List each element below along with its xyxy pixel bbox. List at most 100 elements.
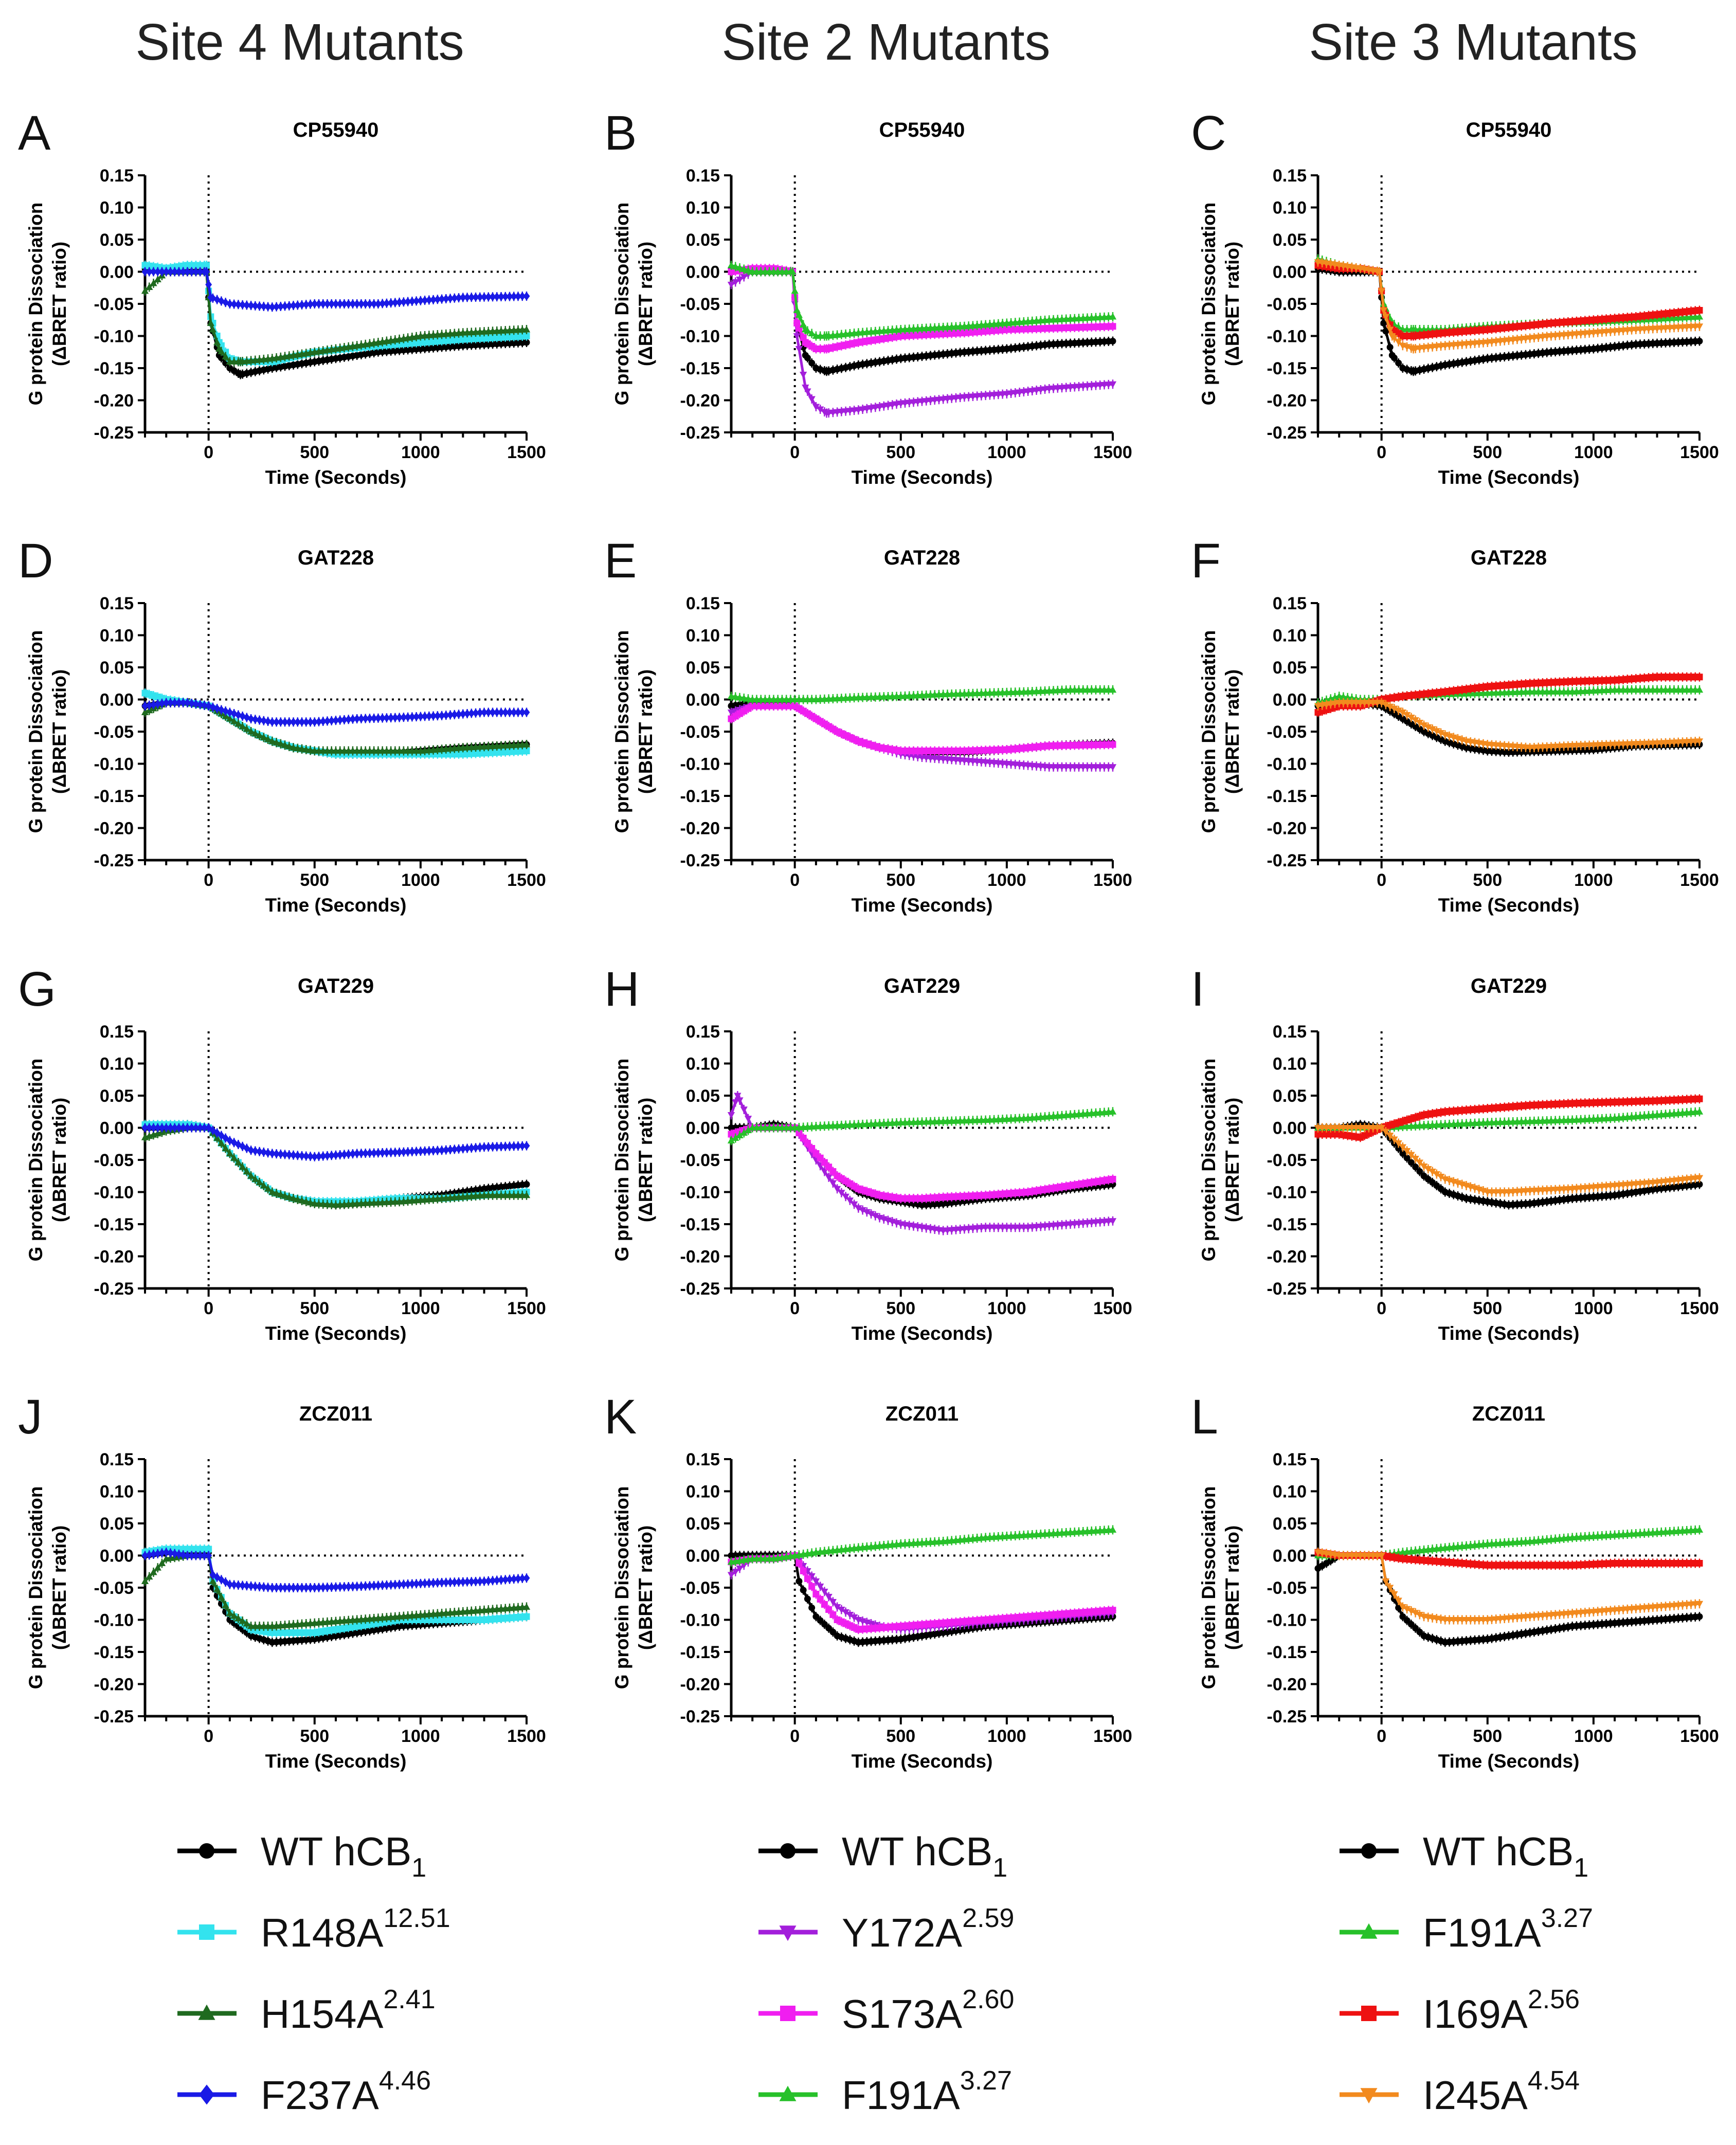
panel-b-y-tick-label: 0.05 [686, 230, 720, 250]
panel-d-series-h154a-point [141, 708, 149, 716]
panel-c-series-wt-point [1390, 354, 1398, 361]
panel-g-y-tick-label: 0.15 [100, 1022, 134, 1042]
panel-a-series-f237a-point [162, 267, 170, 276]
panel-d-series-h154a-point [260, 733, 267, 740]
panel-b-series-f191a-point [789, 268, 797, 275]
panel-c-series-f191a-point [1695, 313, 1704, 320]
panel-c-x-tick-label: 1000 [1574, 443, 1613, 462]
panel-e-series-s173a [728, 701, 1116, 756]
panel-d-series-f237a-point [150, 700, 157, 709]
panel-e-y-tick-label: -0.25 [680, 851, 720, 870]
panel-c-y-tick-label: -0.25 [1267, 423, 1307, 443]
panel-c-x-tick-label: 500 [1473, 443, 1502, 462]
panel-d-series-f237a-point [264, 717, 272, 726]
panel-g-title: GAT229 [298, 975, 374, 997]
panel-b-y-tick-label: 0.00 [686, 263, 720, 282]
panel-a-series-f237a-point [442, 294, 449, 303]
panel-d-series-f237a-point [260, 716, 267, 725]
panel-a-series-h154a-point [213, 338, 221, 346]
panel-f-x-tick-label: 500 [1473, 870, 1502, 890]
panel-b-x-tick-label: 1000 [987, 443, 1026, 462]
panel-f-y-tick-label: -0.25 [1267, 851, 1307, 870]
panel-b-series-f191a-point [727, 261, 735, 268]
panel-b-y-tick-label: 0.15 [686, 166, 720, 186]
panel-b-series-f191a-point [791, 287, 799, 294]
panel-b-y-tick-label: -0.05 [680, 295, 720, 314]
panel-a-series-f237a-point [167, 267, 174, 276]
panel-b-series-y172a-point [740, 274, 748, 281]
panel-c-series-i245a-point [1382, 314, 1390, 321]
panel-f-x-tick-label: 1500 [1680, 870, 1719, 890]
panel-a-y-axis-label: G protein Dissociation (ΔBRET ratio) [25, 203, 70, 406]
panel-c-series-wt-point [1696, 338, 1703, 344]
panel-d-series-h154a-point [273, 738, 280, 746]
panel-b-y-label-line1: G protein Dissociation [611, 203, 632, 406]
panel-b-series-y172a-point [812, 404, 820, 411]
panel-d-y-tick-label: 0.05 [100, 658, 134, 678]
panel-a-series-f237a-point [203, 267, 210, 276]
panel-b-title: CP55940 [879, 119, 965, 141]
panel-e-y-axis-label: G protein Dissociation (ΔBRET ratio) [611, 630, 656, 833]
panel-b-series-f191a-point [740, 265, 748, 272]
panel-b-series-y172a-point [1109, 381, 1117, 388]
panel-b-series-y172a-point [802, 384, 809, 391]
panel-a-series-h154a-point [218, 348, 225, 355]
panel-d-series-f237a-point [294, 717, 301, 726]
panel-e-x-tick-label: 1500 [1093, 870, 1132, 890]
panel-d-series-f237a-point [277, 717, 284, 726]
panel-d-x-tick-label: 0 [204, 870, 213, 890]
panel-d-series-f237a-point [251, 715, 259, 724]
panel-a-series-f237a [141, 267, 530, 312]
panel-d-series-f237a-point [171, 698, 178, 707]
panel-d-y-tick-label: -0.15 [94, 787, 134, 806]
panel-a-series-f237a-point [290, 301, 297, 310]
panel-d-y-tick-label: 0.15 [100, 594, 134, 613]
panel-c-x-tick-label: 1500 [1680, 443, 1719, 462]
panel-e-x-tick-label: 0 [790, 870, 800, 890]
panel-d: D GAT228 G protein Dissociation (ΔBRET rati… [18, 534, 546, 916]
panel-e-x-tick-label: 1000 [987, 870, 1026, 890]
panel-b-y-label-line2: (ΔBRET ratio) [635, 242, 656, 366]
panel-a-series-f237a-point [481, 293, 488, 302]
panel-b-y-tick-label: -0.25 [680, 423, 720, 443]
panel-a-title: CP55940 [293, 119, 379, 141]
panel-d-series-f237a-point [167, 698, 174, 707]
panel-a-series-f237a-point [459, 293, 466, 302]
panel-b-series-y172a-point [804, 388, 811, 395]
panel-e-series-f191a [727, 685, 1117, 704]
panel-d-series-f237a-point [523, 708, 530, 717]
panel-e-y-tick-label: -0.05 [680, 722, 720, 742]
panel-d-series-h154a-point [226, 715, 234, 722]
panel-d-series-f237a-point [307, 717, 314, 726]
panel-a-series-f237a-point [277, 302, 284, 311]
panel-b-y-tick-label: 0.10 [686, 198, 720, 218]
panel-a-series-f237a-point [391, 298, 399, 307]
panel-b-x-tick-label: 0 [790, 443, 800, 462]
panel-a-series-f237a-point [438, 295, 445, 304]
panel-e: E GAT228 G protein Dissociation (ΔBRET rati… [604, 534, 1132, 916]
panel-d-series-h154a-point [268, 737, 276, 744]
panel-d-series-f237a-point [146, 701, 153, 710]
panel-f-y-axis-label: G protein Dissociation (ΔBRET ratio) [1198, 630, 1243, 833]
panel-c-series-i245a-point [1380, 307, 1387, 314]
panel-d-series-f237a-point [298, 717, 305, 726]
panel-a-series-f237a-point [366, 299, 373, 308]
panel-c-y-axis-label: G protein Dissociation (ΔBRET ratio) [1198, 203, 1243, 406]
panel-a-series-f237a-point [141, 267, 149, 276]
panel-d-title: GAT228 [298, 547, 374, 569]
panel-b-series-y172a-point [795, 346, 803, 353]
panel-a-series-wt-point [523, 339, 530, 346]
panel-a-series-f237a-point [230, 300, 238, 309]
panel-a-series-f237a-point [349, 299, 356, 308]
panel-c-series-i245a-point [1378, 288, 1385, 295]
panel-c-series-i245a-point [1386, 326, 1394, 334]
panel-g: G GAT229 G protein Dissociation (ΔBRET rati… [18, 962, 546, 1344]
panel-a-series-f237a-point [328, 299, 335, 308]
panel-e-series-s173a-point [1109, 741, 1116, 748]
panel-b-series-f191a [727, 261, 1117, 341]
panel-b-series-s173a-point [1109, 323, 1116, 330]
panel-a-series-f237a-point [340, 299, 348, 308]
panel-a-series-f237a-point [307, 300, 314, 309]
panel-a-series-f237a-point [523, 292, 530, 301]
panel-d-series-h154a-point [285, 742, 293, 750]
